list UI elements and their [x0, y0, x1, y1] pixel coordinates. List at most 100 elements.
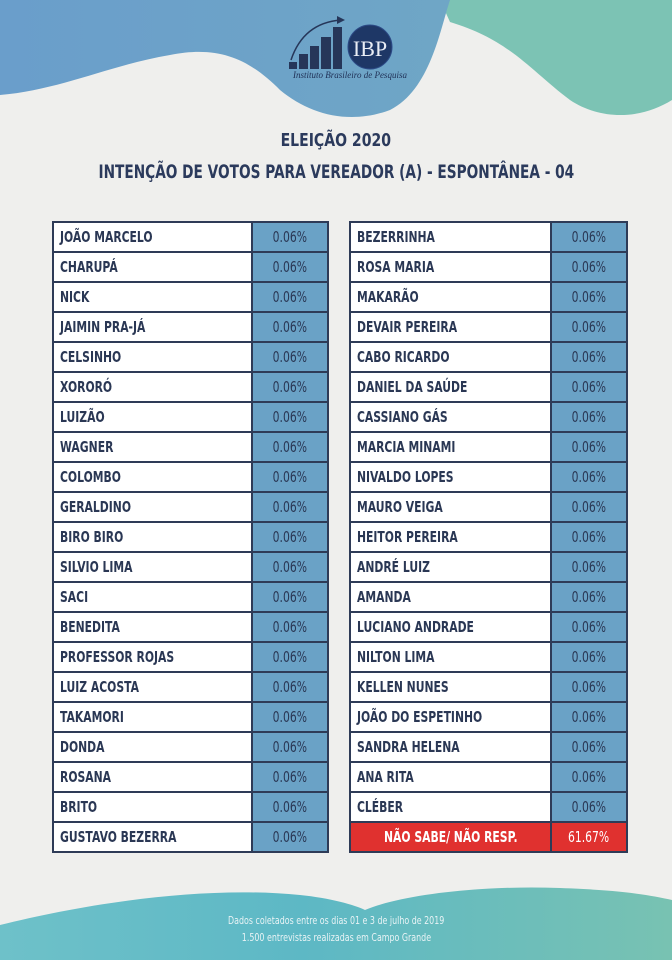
candidate-name: KELLEN NUNES	[349, 671, 552, 703]
table-row: GERALDINO 0.06%	[52, 491, 329, 523]
candidate-name-text: JAIMIN PRA-JÁ	[60, 318, 146, 336]
candidate-name: AMANDA	[349, 581, 552, 613]
candidate-name-text: JOÃO MARCELO	[60, 228, 153, 246]
vote-percentage: 0.06%	[550, 221, 628, 253]
candidate-name: COLOMBO	[52, 461, 253, 493]
candidate-name: LUCIANO ANDRADE	[349, 611, 552, 643]
candidate-name-text: NÃO SABE/ NÃO RESP.	[383, 828, 518, 846]
vote-percentage: 0.06%	[251, 761, 329, 793]
table-row: CASSIANO GÁS 0.06%	[349, 401, 628, 433]
candidate-name: NICK	[52, 281, 253, 313]
candidate-name: GERALDINO	[52, 491, 253, 523]
candidate-name-text: XORORÓ	[60, 378, 113, 396]
vote-percentage: 0.06%	[251, 401, 329, 433]
candidate-name-text: JOÃO DO ESPETINHO	[357, 708, 483, 726]
candidate-name-text: SANDRA HELENA	[357, 738, 460, 756]
footer-sample-size: 1.500 entrevistas realizadas em Campo Gr…	[241, 931, 431, 944]
candidate-name-text: PROFESSOR ROJAS	[60, 648, 175, 666]
vote-percentage: 0.06%	[251, 431, 329, 463]
table-row: AMANDA 0.06%	[349, 581, 628, 613]
table-row: CABO RICARDO 0.06%	[349, 341, 628, 373]
candidate-name: ROSANA	[52, 761, 253, 793]
table-row: COLOMBO 0.06%	[52, 461, 329, 493]
candidate-name-text: CLÉBER	[357, 798, 404, 816]
table-row: DEVAIR PEREIRA 0.06%	[349, 311, 628, 343]
candidate-name-text: MAKARÃO	[357, 288, 419, 306]
table-row: MAKARÃO 0.06%	[349, 281, 628, 313]
candidate-name-text: ROSA MARIA	[357, 258, 435, 276]
candidate-name: NILTON LIMA	[349, 641, 552, 673]
vote-percentage: 0.06%	[251, 521, 329, 553]
vote-percentage-text: 0.06%	[272, 798, 308, 816]
vote-percentage-text: 0.06%	[272, 438, 308, 456]
vote-percentage-text: 0.06%	[571, 228, 607, 246]
page-title: ELEIÇÃO 2020	[280, 130, 392, 151]
vote-percentage: 0.06%	[550, 521, 628, 553]
candidate-name: DONDA	[52, 731, 253, 763]
ibp-logo: IBP	[289, 16, 393, 70]
vote-percentage: 0.06%	[550, 581, 628, 613]
vote-percentage-text: 0.06%	[272, 498, 308, 516]
vote-percentage: 61.67%	[550, 821, 628, 853]
candidate-name: JAIMIN PRA-JÁ	[52, 311, 253, 343]
table-row: MARCIA MINAMI 0.06%	[349, 431, 628, 463]
table-row: BIRO BIRO 0.06%	[52, 521, 329, 553]
vote-percentage-text: 0.06%	[571, 408, 607, 426]
candidate-name-text: DEVAIR PEREIRA	[357, 318, 458, 336]
vote-percentage: 0.06%	[550, 371, 628, 403]
candidate-name: PROFESSOR ROJAS	[52, 641, 253, 673]
table-row: BENEDITA 0.06%	[52, 611, 329, 643]
candidate-name: LUIZÃO	[52, 401, 253, 433]
vote-percentage: 0.06%	[251, 731, 329, 763]
vote-percentage-text: 0.06%	[272, 678, 308, 696]
candidate-name-text: KELLEN NUNES	[357, 678, 449, 696]
vote-percentage-text: 0.06%	[571, 678, 607, 696]
vote-percentage: 0.06%	[251, 701, 329, 733]
vote-percentage: 0.06%	[550, 731, 628, 763]
candidate-name-text: MAURO VEIGA	[357, 498, 443, 516]
candidate-name-text: DONDA	[60, 738, 105, 756]
vote-percentage-text: 0.06%	[571, 498, 607, 516]
vote-percentage-text: 0.06%	[571, 768, 607, 786]
candidate-name-text: SILVIO LIMA	[60, 558, 133, 576]
vote-percentage: 0.06%	[251, 371, 329, 403]
vote-percentage: 0.06%	[251, 281, 329, 313]
candidate-name-text: NICK	[60, 288, 90, 306]
title-block: ELEIÇÃO 2020 INTENÇÃO DE VOTOS PARA VERE…	[0, 130, 672, 183]
candidate-name-text: DANIEL DA SAÚDE	[357, 378, 468, 396]
table-row: DANIEL DA SAÚDE 0.06%	[349, 371, 628, 403]
svg-text:IBP: IBP	[353, 36, 387, 61]
vote-percentage-text: 0.06%	[272, 768, 308, 786]
candidate-name-text: LUIZ ACOSTA	[60, 678, 140, 696]
candidate-name: XORORÓ	[52, 371, 253, 403]
page-subtitle: INTENÇÃO DE VOTOS PARA VEREADOR (A) - ES…	[98, 161, 574, 183]
vote-percentage-text: 0.06%	[571, 618, 607, 636]
table-row: TAKAMORI 0.06%	[52, 701, 329, 733]
table-row: LUIZ ACOSTA 0.06%	[52, 671, 329, 703]
candidate-name: MAKARÃO	[349, 281, 552, 313]
vote-percentage: 0.06%	[550, 311, 628, 343]
candidate-name: BEZERRINHA	[349, 221, 552, 253]
candidate-name: JOÃO DO ESPETINHO	[349, 701, 552, 733]
vote-percentage-text: 0.06%	[272, 468, 308, 486]
table-row: ANA RITA 0.06%	[349, 761, 628, 793]
candidate-name: CELSINHO	[52, 341, 253, 373]
vote-percentage-text: 0.06%	[272, 618, 308, 636]
table-row: CELSINHO 0.06%	[52, 341, 329, 373]
candidate-name-text: BEZERRINHA	[357, 228, 435, 246]
candidate-name-text: BRITO	[60, 798, 98, 816]
candidate-name-text: HEITOR PEREIRA	[357, 528, 458, 546]
vote-percentage-text: 0.06%	[571, 588, 607, 606]
candidate-name: CASSIANO GÁS	[349, 401, 552, 433]
vote-percentage-text: 0.06%	[571, 798, 607, 816]
table-row: CLÉBER 0.06%	[349, 791, 628, 823]
vote-percentage-text: 0.06%	[571, 708, 607, 726]
vote-percentage: 0.06%	[251, 251, 329, 283]
table-row: DONDA 0.06%	[52, 731, 329, 763]
vote-percentage: 0.06%	[550, 551, 628, 583]
vote-percentage: 0.06%	[550, 431, 628, 463]
candidate-name: CABO RICARDO	[349, 341, 552, 373]
table-row: WAGNER 0.06%	[52, 431, 329, 463]
vote-percentage: 0.06%	[550, 701, 628, 733]
candidate-name: GUSTAVO BEZERRA	[52, 821, 253, 853]
